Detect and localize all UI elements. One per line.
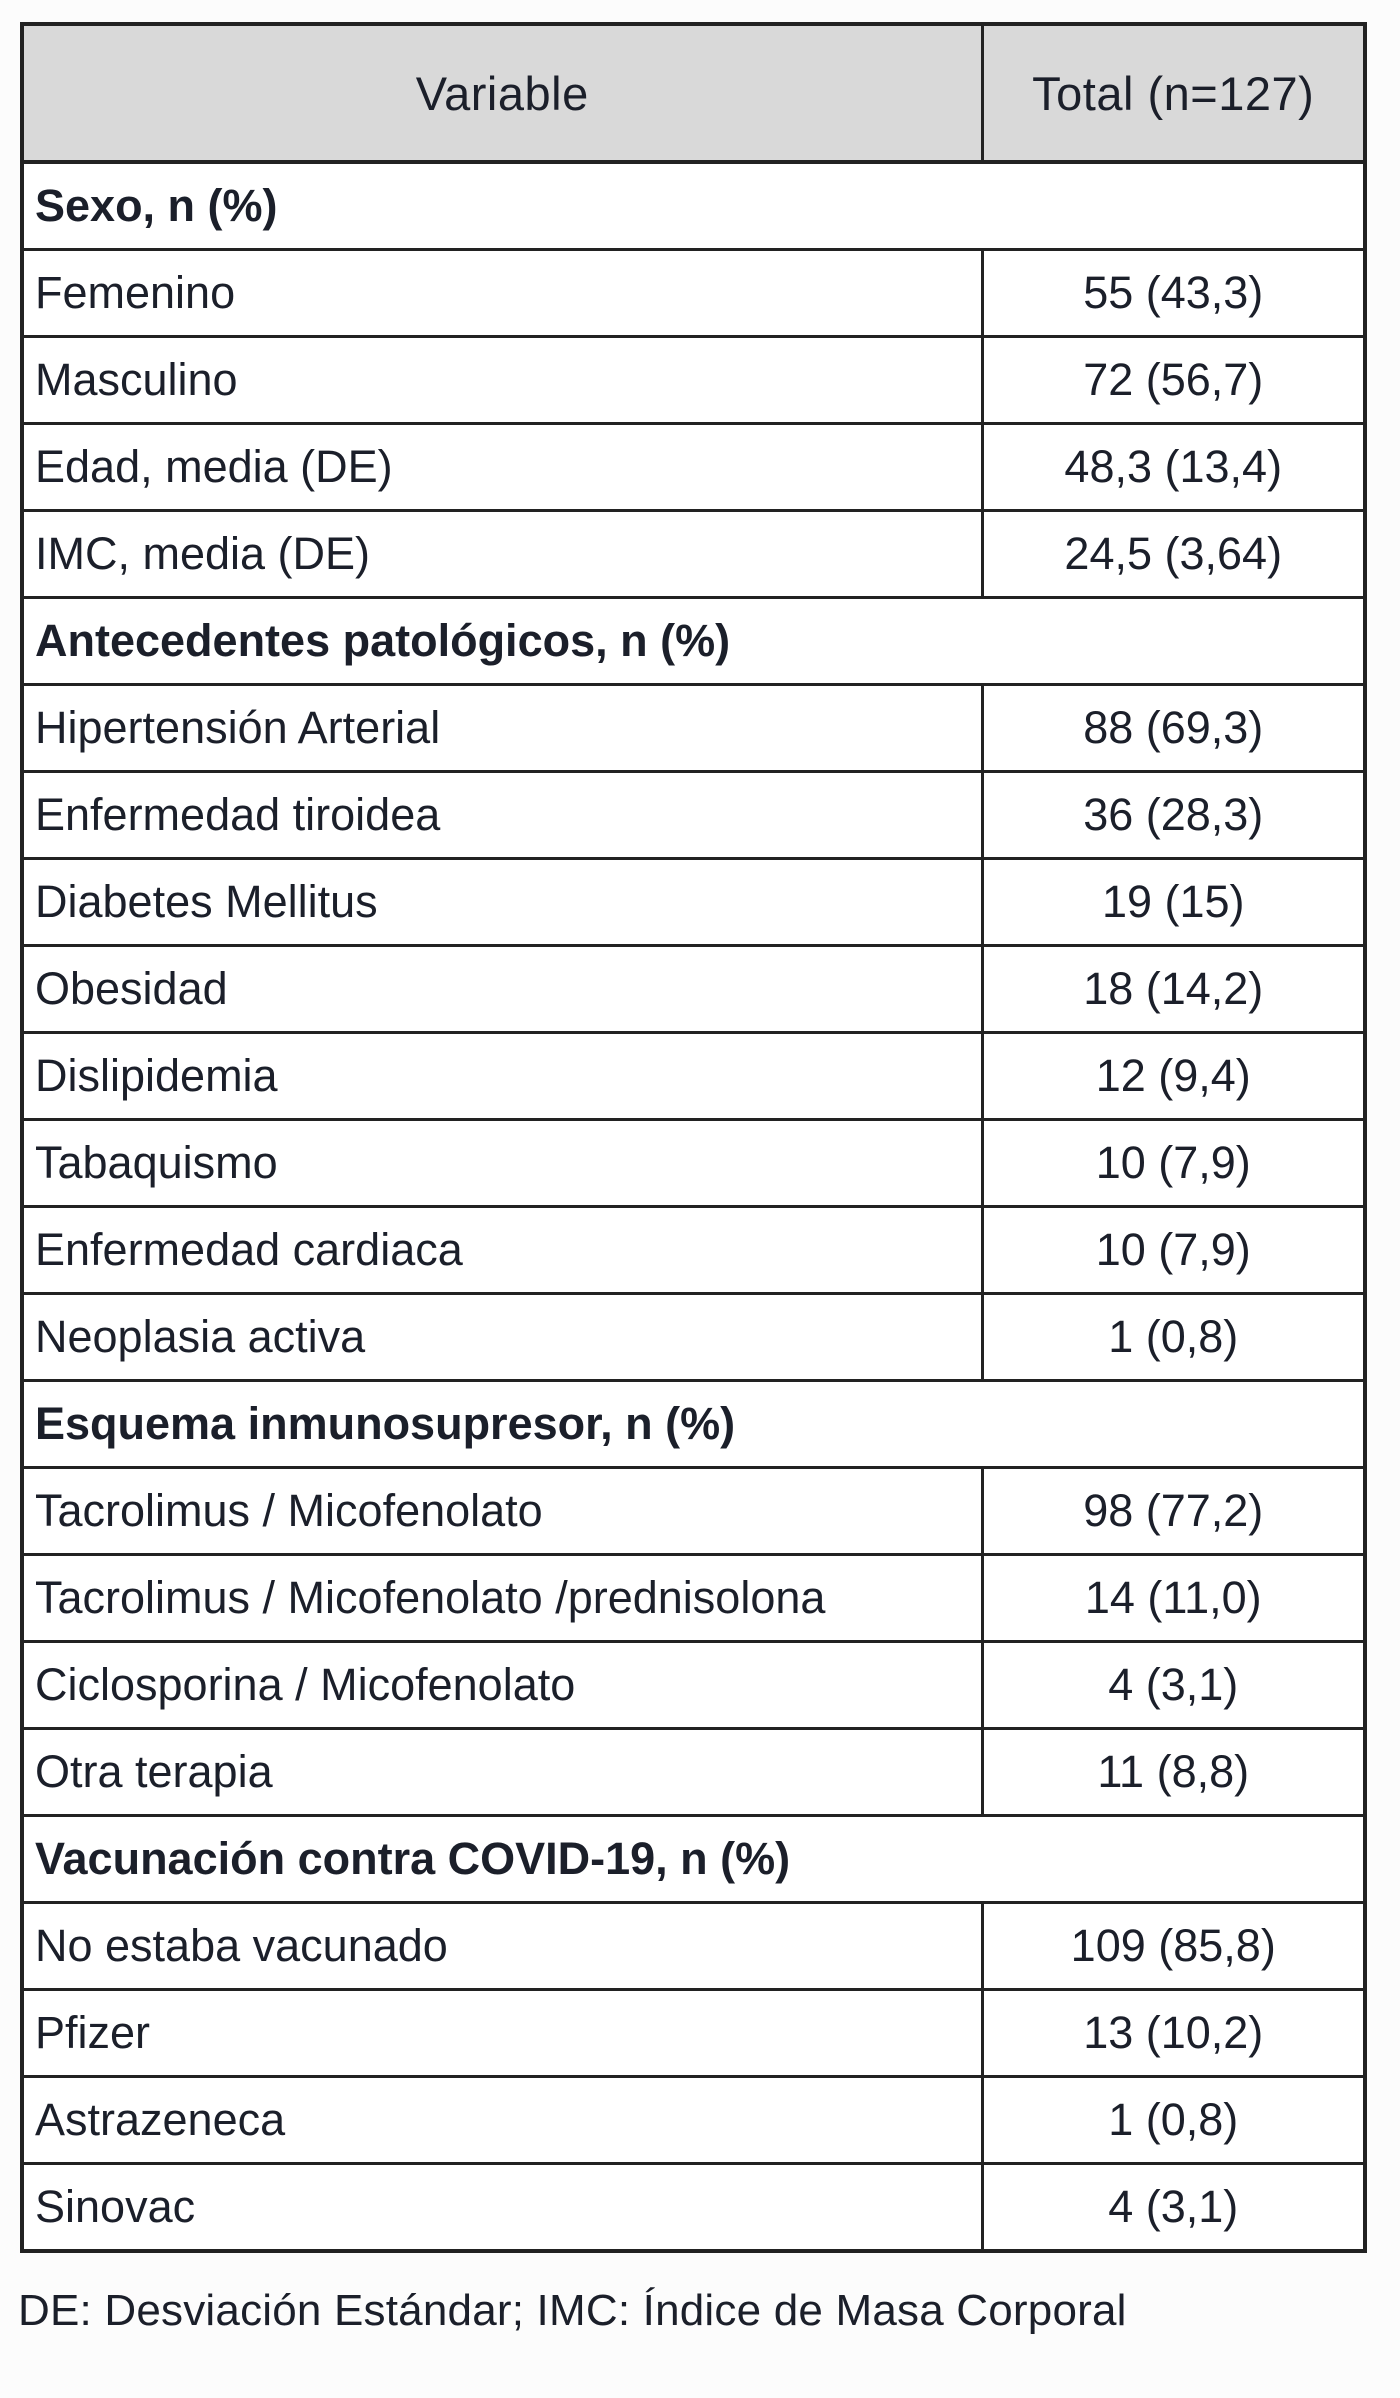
variable-cell: Tabaquismo	[20, 1118, 984, 1208]
table-body: Sexo, n (%) Femenino 55 (43,3) Masculino 72 …	[20, 160, 1367, 2253]
value-cell: 48,3 (13,4)	[980, 422, 1367, 512]
section-header-cell: Sexo, n (%)	[20, 160, 1367, 251]
variable-cell: Enfermedad cardiaca	[20, 1205, 984, 1295]
table-row: Tacrolimus / Micofenolato 98 (77,2)	[20, 1466, 1367, 1556]
value-cell: 55 (43,3)	[980, 248, 1367, 338]
variable-cell: No estaba vacunado	[20, 1901, 984, 1991]
section-row: Vacunación contra COVID-19, n (%)	[20, 1814, 1367, 1904]
variable-cell: Tacrolimus / Micofenolato	[20, 1466, 984, 1556]
table-head: Variable Total (n=127)	[20, 22, 1367, 164]
value-cell: 13 (10,2)	[980, 1988, 1367, 2078]
variable-cell: Diabetes Mellitus	[20, 857, 984, 947]
table-footnote: DE: Desviación Estándar; IMC: Índice de …	[18, 2286, 1127, 2335]
variable-cell: Hipertensión Arterial	[20, 683, 984, 773]
value-cell: 88 (69,3)	[980, 683, 1367, 773]
value-cell: 10 (7,9)	[980, 1118, 1367, 1208]
section-header-cell: Esquema inmunosupresor, n (%)	[20, 1379, 1367, 1469]
value-cell: 14 (11,0)	[980, 1553, 1367, 1643]
value-cell: 19 (15)	[980, 857, 1367, 947]
table-row: Dislipidemia 12 (9,4)	[20, 1031, 1367, 1121]
value-cell: 72 (56,7)	[980, 335, 1367, 425]
table-row: Sinovac 4 (3,1)	[20, 2162, 1367, 2253]
table-row: Otra terapia 11 (8,8)	[20, 1727, 1367, 1817]
variable-cell: Dislipidemia	[20, 1031, 984, 1121]
value-cell: 4 (3,1)	[980, 2162, 1367, 2253]
table-row: Tabaquismo 10 (7,9)	[20, 1118, 1367, 1208]
patient-characteristics-table: Variable Total (n=127) Sexo, n (%) Femeni…	[20, 22, 1367, 2253]
variable-cell: Masculino	[20, 335, 984, 425]
table-row: Edad, media (DE) 48,3 (13,4)	[20, 422, 1367, 512]
variable-cell: Pfizer	[20, 1988, 984, 2078]
table-row: Obesidad 18 (14,2)	[20, 944, 1367, 1034]
variable-cell: Neoplasia activa	[20, 1292, 984, 1382]
column-header-variable: Variable	[20, 22, 984, 164]
table-row: Masculino 72 (56,7)	[20, 335, 1367, 425]
variable-cell: Obesidad	[20, 944, 984, 1034]
value-cell: 36 (28,3)	[980, 770, 1367, 860]
table-row: Pfizer 13 (10,2)	[20, 1988, 1367, 2078]
table-row: Hipertensión Arterial 88 (69,3)	[20, 683, 1367, 773]
value-cell: 11 (8,8)	[980, 1727, 1367, 1817]
section-row: Antecedentes patológicos, n (%)	[20, 596, 1367, 686]
variable-cell: Femenino	[20, 248, 984, 338]
table-row: Ciclosporina / Micofenolato 4 (3,1)	[20, 1640, 1367, 1730]
variable-cell: Astrazeneca	[20, 2075, 984, 2165]
value-cell: 4 (3,1)	[980, 1640, 1367, 1730]
table-row: Enfermedad cardiaca 10 (7,9)	[20, 1205, 1367, 1295]
variable-cell: Edad, media (DE)	[20, 422, 984, 512]
value-cell: 10 (7,9)	[980, 1205, 1367, 1295]
table-row: Diabetes Mellitus 19 (15)	[20, 857, 1367, 947]
section-row: Esquema inmunosupresor, n (%)	[20, 1379, 1367, 1469]
section-row: Sexo, n (%)	[20, 160, 1367, 251]
table-header-row: Variable Total (n=127)	[20, 22, 1367, 164]
variable-cell: Enfermedad tiroidea	[20, 770, 984, 860]
value-cell: 98 (77,2)	[980, 1466, 1367, 1556]
section-header-cell: Vacunación contra COVID-19, n (%)	[20, 1814, 1367, 1904]
value-cell: 1 (0,8)	[980, 2075, 1367, 2165]
table-row: Femenino 55 (43,3)	[20, 248, 1367, 338]
variable-cell: IMC, media (DE)	[20, 509, 984, 599]
value-cell: 12 (9,4)	[980, 1031, 1367, 1121]
table-row: Enfermedad tiroidea 36 (28,3)	[20, 770, 1367, 860]
table-row: No estaba vacunado 109 (85,8)	[20, 1901, 1367, 1991]
table-row: Neoplasia activa 1 (0,8)	[20, 1292, 1367, 1382]
variable-cell: Otra terapia	[20, 1727, 984, 1817]
value-cell: 24,5 (3,64)	[980, 509, 1367, 599]
table-row: IMC, media (DE) 24,5 (3,64)	[20, 509, 1367, 599]
value-cell: 1 (0,8)	[980, 1292, 1367, 1382]
section-header-cell: Antecedentes patológicos, n (%)	[20, 596, 1367, 686]
variable-cell: Ciclosporina / Micofenolato	[20, 1640, 984, 1730]
table-row: Tacrolimus / Micofenolato /prednisolona 1…	[20, 1553, 1367, 1643]
variable-cell: Tacrolimus / Micofenolato /prednisolona	[20, 1553, 984, 1643]
value-cell: 18 (14,2)	[980, 944, 1367, 1034]
variable-cell: Sinovac	[20, 2162, 984, 2253]
table-row: Astrazeneca 1 (0,8)	[20, 2075, 1367, 2165]
column-header-total: Total (n=127)	[980, 22, 1367, 164]
value-cell: 109 (85,8)	[980, 1901, 1367, 1991]
